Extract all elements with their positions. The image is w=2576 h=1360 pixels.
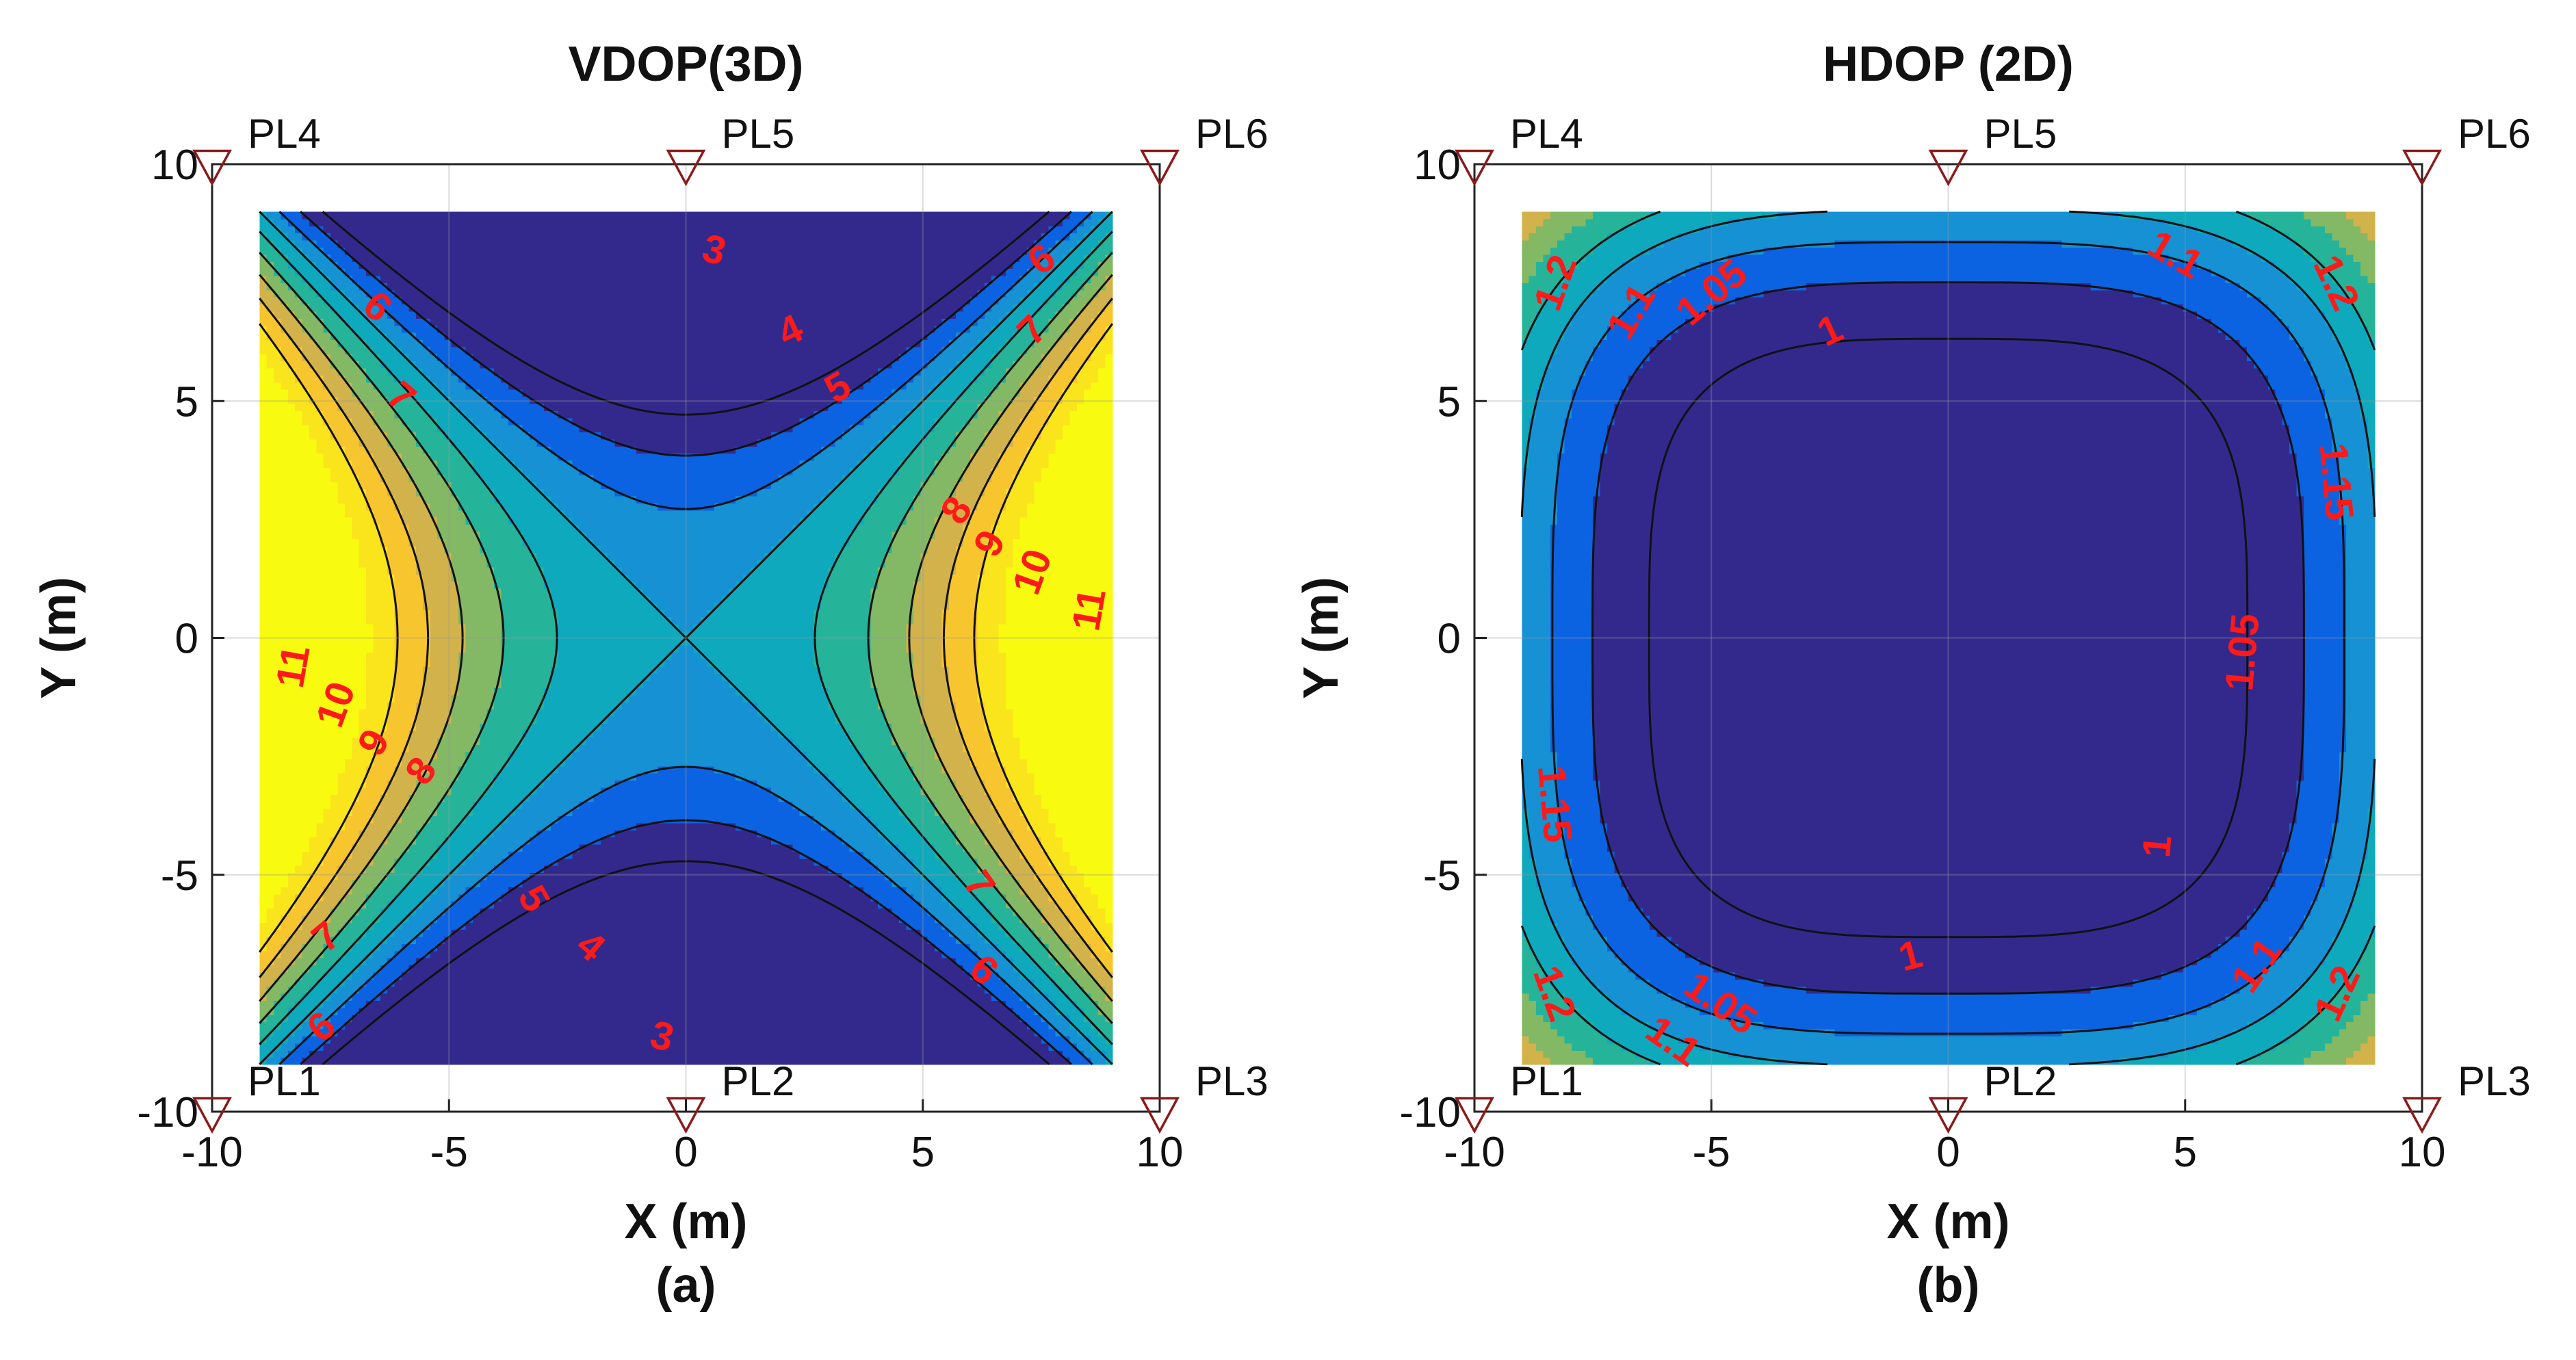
chart-title: HDOP (2D) — [1823, 37, 2074, 92]
contour-label: 1.05 — [2217, 612, 2268, 692]
anchor-label: PL6 — [2458, 111, 2531, 157]
y-axis-label: Y (m) — [1294, 577, 1349, 699]
y-axis-label: Y (m) — [31, 577, 86, 699]
figure: -10-50510-10-50510VDOP(3D)X (m)(a)Y (m)3… — [0, 0, 2576, 1357]
anchor-label: PL1 — [1510, 1058, 1583, 1104]
y-tick-label: -5 — [1423, 852, 1461, 900]
figure-svg: -10-50510-10-50510VDOP(3D)X (m)(a)Y (m)3… — [0, 0, 2576, 1357]
x-tick-label: 10 — [1136, 1129, 1184, 1176]
contour-label: 11 — [1063, 585, 1115, 634]
contour-label: 1.15 — [2311, 441, 2363, 522]
y-tick-label: 0 — [1437, 616, 1461, 663]
y-tick-label: 5 — [175, 378, 198, 426]
anchor-label: PL5 — [1984, 111, 2057, 157]
contour-label: 11 — [268, 642, 319, 691]
y-tick-label: 10 — [1414, 142, 1461, 189]
anchor-label: PL4 — [1510, 111, 1583, 157]
anchor-label: PL1 — [248, 1058, 321, 1104]
x-tick-label: 0 — [674, 1129, 697, 1176]
contour-label: 1 — [2134, 833, 2181, 859]
y-tick-label: 10 — [151, 142, 198, 189]
x-tick-label: -5 — [430, 1129, 468, 1176]
x-axis-label: X (m) — [1887, 1194, 2010, 1249]
anchor-label: PL2 — [1984, 1058, 2057, 1104]
panel-sublabel: (b) — [1917, 1258, 1980, 1313]
contour-label: 1.15 — [1529, 763, 1580, 844]
anchor-label: PL6 — [1195, 111, 1269, 157]
y-tick-label: -10 — [1399, 1089, 1461, 1136]
y-tick-label: -5 — [161, 852, 198, 900]
x-tick-label: 5 — [911, 1129, 935, 1176]
x-tick-label: 0 — [1936, 1129, 1960, 1176]
y-tick-label: 5 — [1437, 378, 1461, 426]
anchor-label: PL5 — [722, 111, 795, 157]
y-tick-label: -10 — [137, 1089, 198, 1136]
anchor-label: PL3 — [1195, 1058, 1269, 1104]
anchor-label: PL4 — [248, 111, 321, 157]
chart-title: VDOP(3D) — [568, 37, 803, 92]
x-tick-label: -5 — [1693, 1129, 1730, 1176]
y-tick-label: 0 — [175, 616, 198, 663]
anchor-label: PL2 — [722, 1058, 795, 1104]
x-tick-label: 5 — [2174, 1129, 2197, 1176]
anchor-label: PL3 — [2458, 1058, 2531, 1104]
panel-sublabel: (a) — [656, 1258, 716, 1313]
x-tick-label: 10 — [2399, 1129, 2446, 1176]
x-axis-label: X (m) — [625, 1194, 748, 1249]
